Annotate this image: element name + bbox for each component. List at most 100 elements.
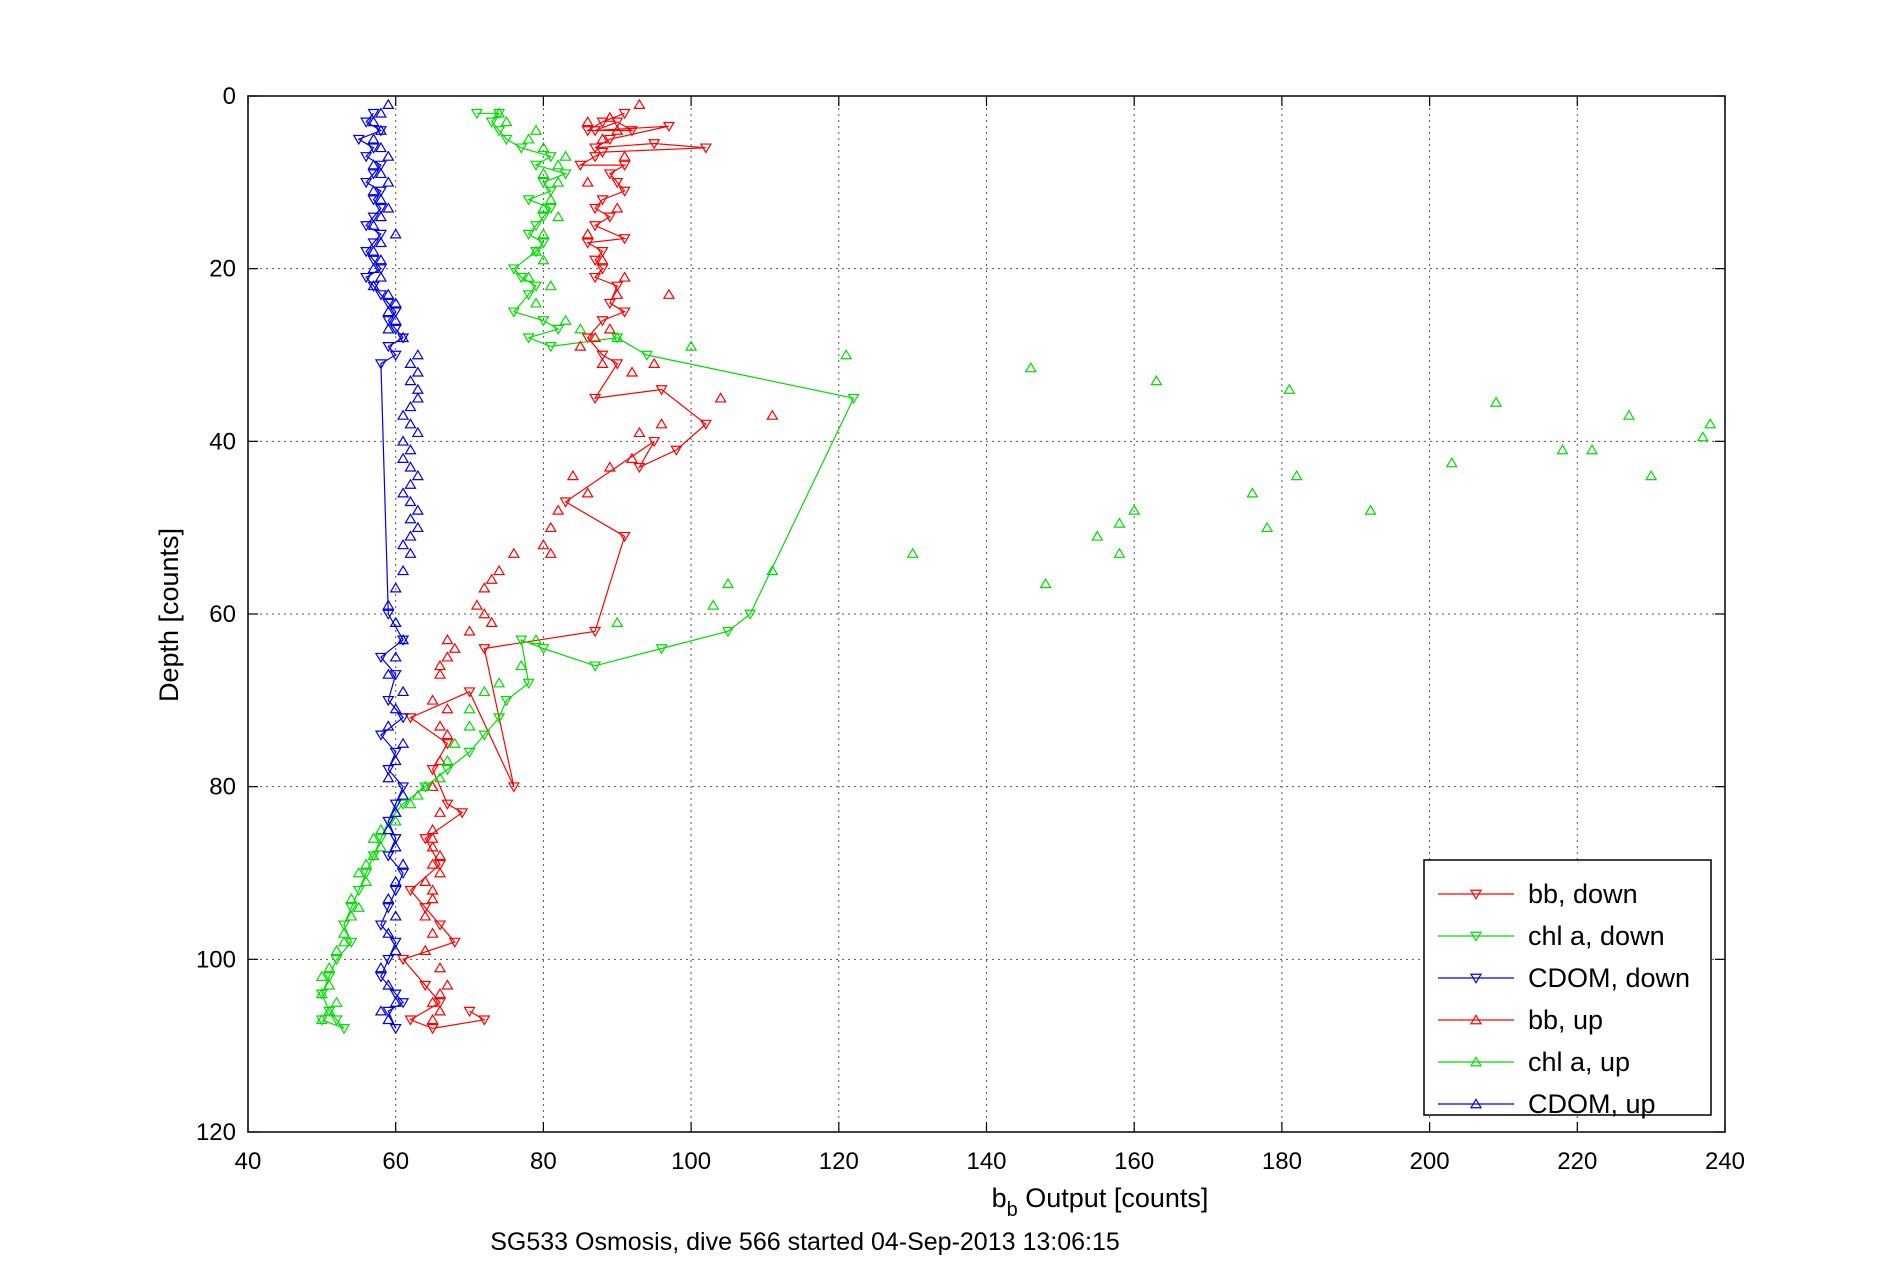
- data-point: [330, 954, 343, 966]
- data-point: [493, 107, 506, 118]
- legend-swatch-marker: [1469, 1056, 1483, 1067]
- data-point: [374, 290, 387, 301]
- data-point: [389, 799, 402, 810]
- data-point: [419, 875, 432, 886]
- data-point: [367, 238, 380, 249]
- data-point: [1246, 487, 1259, 498]
- data-point: [404, 461, 417, 472]
- y-tick-label: 120: [196, 1119, 236, 1146]
- data-point: [1364, 504, 1377, 515]
- data-point: [633, 98, 646, 109]
- data-point: [433, 754, 447, 766]
- data-point: [382, 202, 395, 213]
- data-point: [721, 626, 735, 638]
- data-point: [389, 989, 402, 1000]
- data-point: [589, 126, 602, 137]
- data-point: [478, 685, 491, 697]
- data-point: [397, 564, 410, 576]
- x-tick-label: 220: [1557, 1148, 1597, 1175]
- data-point: [404, 444, 417, 455]
- data-point: [382, 823, 395, 835]
- data-point: [374, 962, 387, 973]
- data-point: [397, 452, 410, 463]
- data-point: [404, 495, 417, 507]
- data-point: [389, 815, 402, 826]
- data-point: [618, 160, 631, 172]
- data-point: [662, 288, 675, 299]
- data-point: [419, 903, 432, 914]
- data-point: [374, 210, 387, 222]
- legend-item: bb, down: [1438, 879, 1638, 909]
- data-point: [374, 254, 387, 265]
- data-point: [360, 152, 373, 163]
- data-point: [411, 426, 424, 438]
- data-point: [1490, 396, 1503, 407]
- data-point: [559, 314, 572, 325]
- data-point: [360, 221, 373, 232]
- data-point: [345, 910, 358, 921]
- data-point: [463, 703, 476, 714]
- data-point: [397, 713, 410, 724]
- data-point: [382, 1006, 395, 1018]
- legend-item: CDOM, up: [1438, 1089, 1656, 1119]
- data-point: [633, 426, 646, 438]
- data-point: [544, 342, 557, 353]
- data-point: [404, 530, 417, 541]
- data-point: [707, 599, 720, 610]
- data-point: [500, 134, 513, 146]
- data-point: [382, 342, 395, 353]
- data-point: [463, 747, 476, 759]
- data-point: [478, 582, 491, 593]
- data-point: [382, 851, 395, 862]
- data-point: [315, 987, 328, 999]
- data-point: [419, 780, 432, 792]
- data-point: [566, 469, 579, 481]
- data-point: [589, 221, 602, 232]
- data-point: [633, 462, 646, 474]
- data-point: [640, 350, 653, 361]
- data-point: [330, 944, 343, 956]
- data-point: [360, 117, 373, 128]
- data-point: [1261, 521, 1274, 533]
- data-point: [367, 195, 380, 206]
- data-point: [1091, 530, 1104, 541]
- data-point: [559, 169, 572, 180]
- data-point: [323, 962, 336, 973]
- data-point: [360, 177, 373, 189]
- legend-item: bb, up: [1438, 1005, 1603, 1035]
- data-point: [699, 419, 712, 431]
- data-point: [419, 944, 432, 956]
- data-point: [611, 359, 624, 370]
- data-point: [441, 703, 454, 714]
- data-point: [382, 316, 395, 327]
- data-point: [559, 150, 572, 161]
- chart-subtitle: SG533 Osmosis, dive 566 started 04-Sep-2…: [490, 1228, 1120, 1256]
- data-point: [426, 996, 439, 1007]
- data-point: [404, 357, 417, 368]
- data-point: [611, 124, 624, 135]
- data-point: [648, 139, 661, 150]
- data-point: [426, 1024, 439, 1035]
- data-point: [1150, 374, 1163, 386]
- data-point: [411, 349, 424, 360]
- data-point: [529, 221, 543, 232]
- data-point: [463, 1006, 476, 1018]
- data-point: [552, 159, 565, 170]
- axis-ticks: 40 60 80 100 120 140 160 180 200 220 240 0 20 40 60 80 1…: [196, 83, 1745, 1175]
- legend-label: CDOM, up: [1528, 1089, 1656, 1119]
- data-point: [389, 651, 402, 662]
- data-point: [611, 117, 624, 128]
- data-point: [589, 661, 602, 672]
- data-point: [552, 210, 565, 222]
- data-point: [1696, 431, 1709, 442]
- data-point: [648, 357, 661, 368]
- data-point: [721, 577, 735, 589]
- data-point: [374, 841, 387, 852]
- legend-item: chl a, down: [1438, 921, 1665, 951]
- legend-swatch-marker: [1469, 973, 1483, 984]
- data-point: [485, 117, 498, 128]
- data-point: [374, 730, 387, 741]
- data-point: [1024, 362, 1037, 373]
- data-point: [382, 176, 395, 187]
- data-point: [625, 366, 639, 377]
